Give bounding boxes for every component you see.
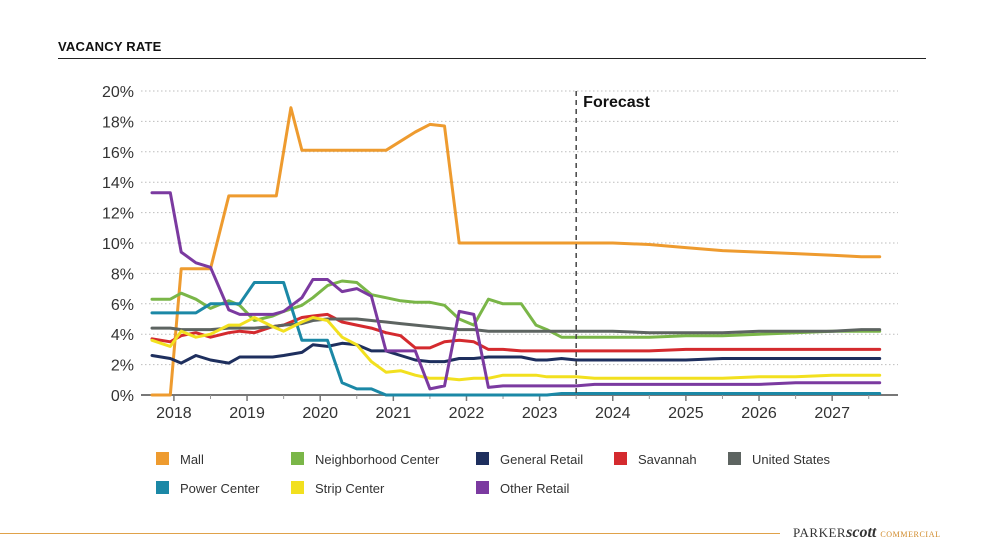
x-tick-label: 2024: [595, 405, 631, 422]
legend-label: United States: [752, 452, 831, 467]
legend-swatch: [291, 481, 304, 494]
legend-swatch: [476, 452, 489, 465]
page-title: VACANCY RATE: [58, 39, 162, 54]
x-tick-label: 2027: [814, 405, 850, 422]
footer-divider: [0, 533, 780, 534]
brand-part1: PARKER: [793, 525, 847, 540]
series-line-strip-center: [150, 316, 882, 382]
legend-label: Strip Center: [315, 481, 385, 496]
series-line-other-retail: [150, 191, 882, 391]
legend-label: Power Center: [180, 481, 260, 496]
legend-swatch: [291, 452, 304, 465]
legend-swatch: [614, 452, 627, 465]
legend-label: Savannah: [638, 452, 697, 467]
series-line-power-center: [150, 281, 882, 397]
x-tick-label: 2022: [449, 405, 485, 422]
y-tick-label: 0%: [111, 388, 134, 405]
x-tick-label: 2018: [156, 405, 192, 422]
forecast-label: Forecast: [583, 94, 650, 111]
y-tick-label: 8%: [111, 266, 134, 283]
vacancy-rate-chart: 0% 2% 4% 6% 8% 10% 12% 14% 16% 18% 20% 2018 2019 2020…: [102, 84, 898, 496]
legend-swatch: [728, 452, 741, 465]
brand-part2: scott: [846, 524, 877, 541]
series-line-mall: [150, 106, 882, 397]
legend-swatch: [476, 481, 489, 494]
x-tick-label: 2019: [229, 405, 265, 422]
series-line-general-retail: [150, 341, 882, 365]
brand-logo: PARKERscott COMMERCIAL: [793, 524, 941, 542]
legend-label: General Retail: [500, 452, 583, 467]
series-line-savannah: [150, 312, 882, 353]
x-tick-label: 2021: [376, 405, 412, 422]
y-tick-label: 4%: [111, 327, 134, 344]
y-tick-label: 2%: [111, 358, 134, 375]
y-tick-label: 14%: [102, 175, 134, 192]
x-tick-label: 2026: [741, 405, 777, 422]
title-divider: [58, 58, 926, 59]
y-tick-label: 20%: [102, 84, 134, 101]
x-tick-label: 2023: [522, 405, 558, 422]
series-line-united-states: [150, 317, 882, 335]
legend-label: Other Retail: [500, 481, 569, 496]
brand-part3: COMMERCIAL: [880, 530, 941, 539]
legend-swatch: [156, 481, 169, 494]
y-tick-label: 10%: [102, 236, 134, 253]
y-tick-label: 18%: [102, 114, 134, 131]
legend-label: Mall: [180, 452, 204, 467]
y-tick-label: 12%: [102, 206, 134, 223]
legend-label: Neighborhood Center: [315, 452, 440, 467]
y-tick-label: 6%: [111, 297, 134, 314]
x-tick-label: 2020: [302, 405, 338, 422]
x-tick-label: 2025: [668, 405, 704, 422]
y-tick-label: 16%: [102, 145, 134, 162]
legend-swatch: [156, 452, 169, 465]
